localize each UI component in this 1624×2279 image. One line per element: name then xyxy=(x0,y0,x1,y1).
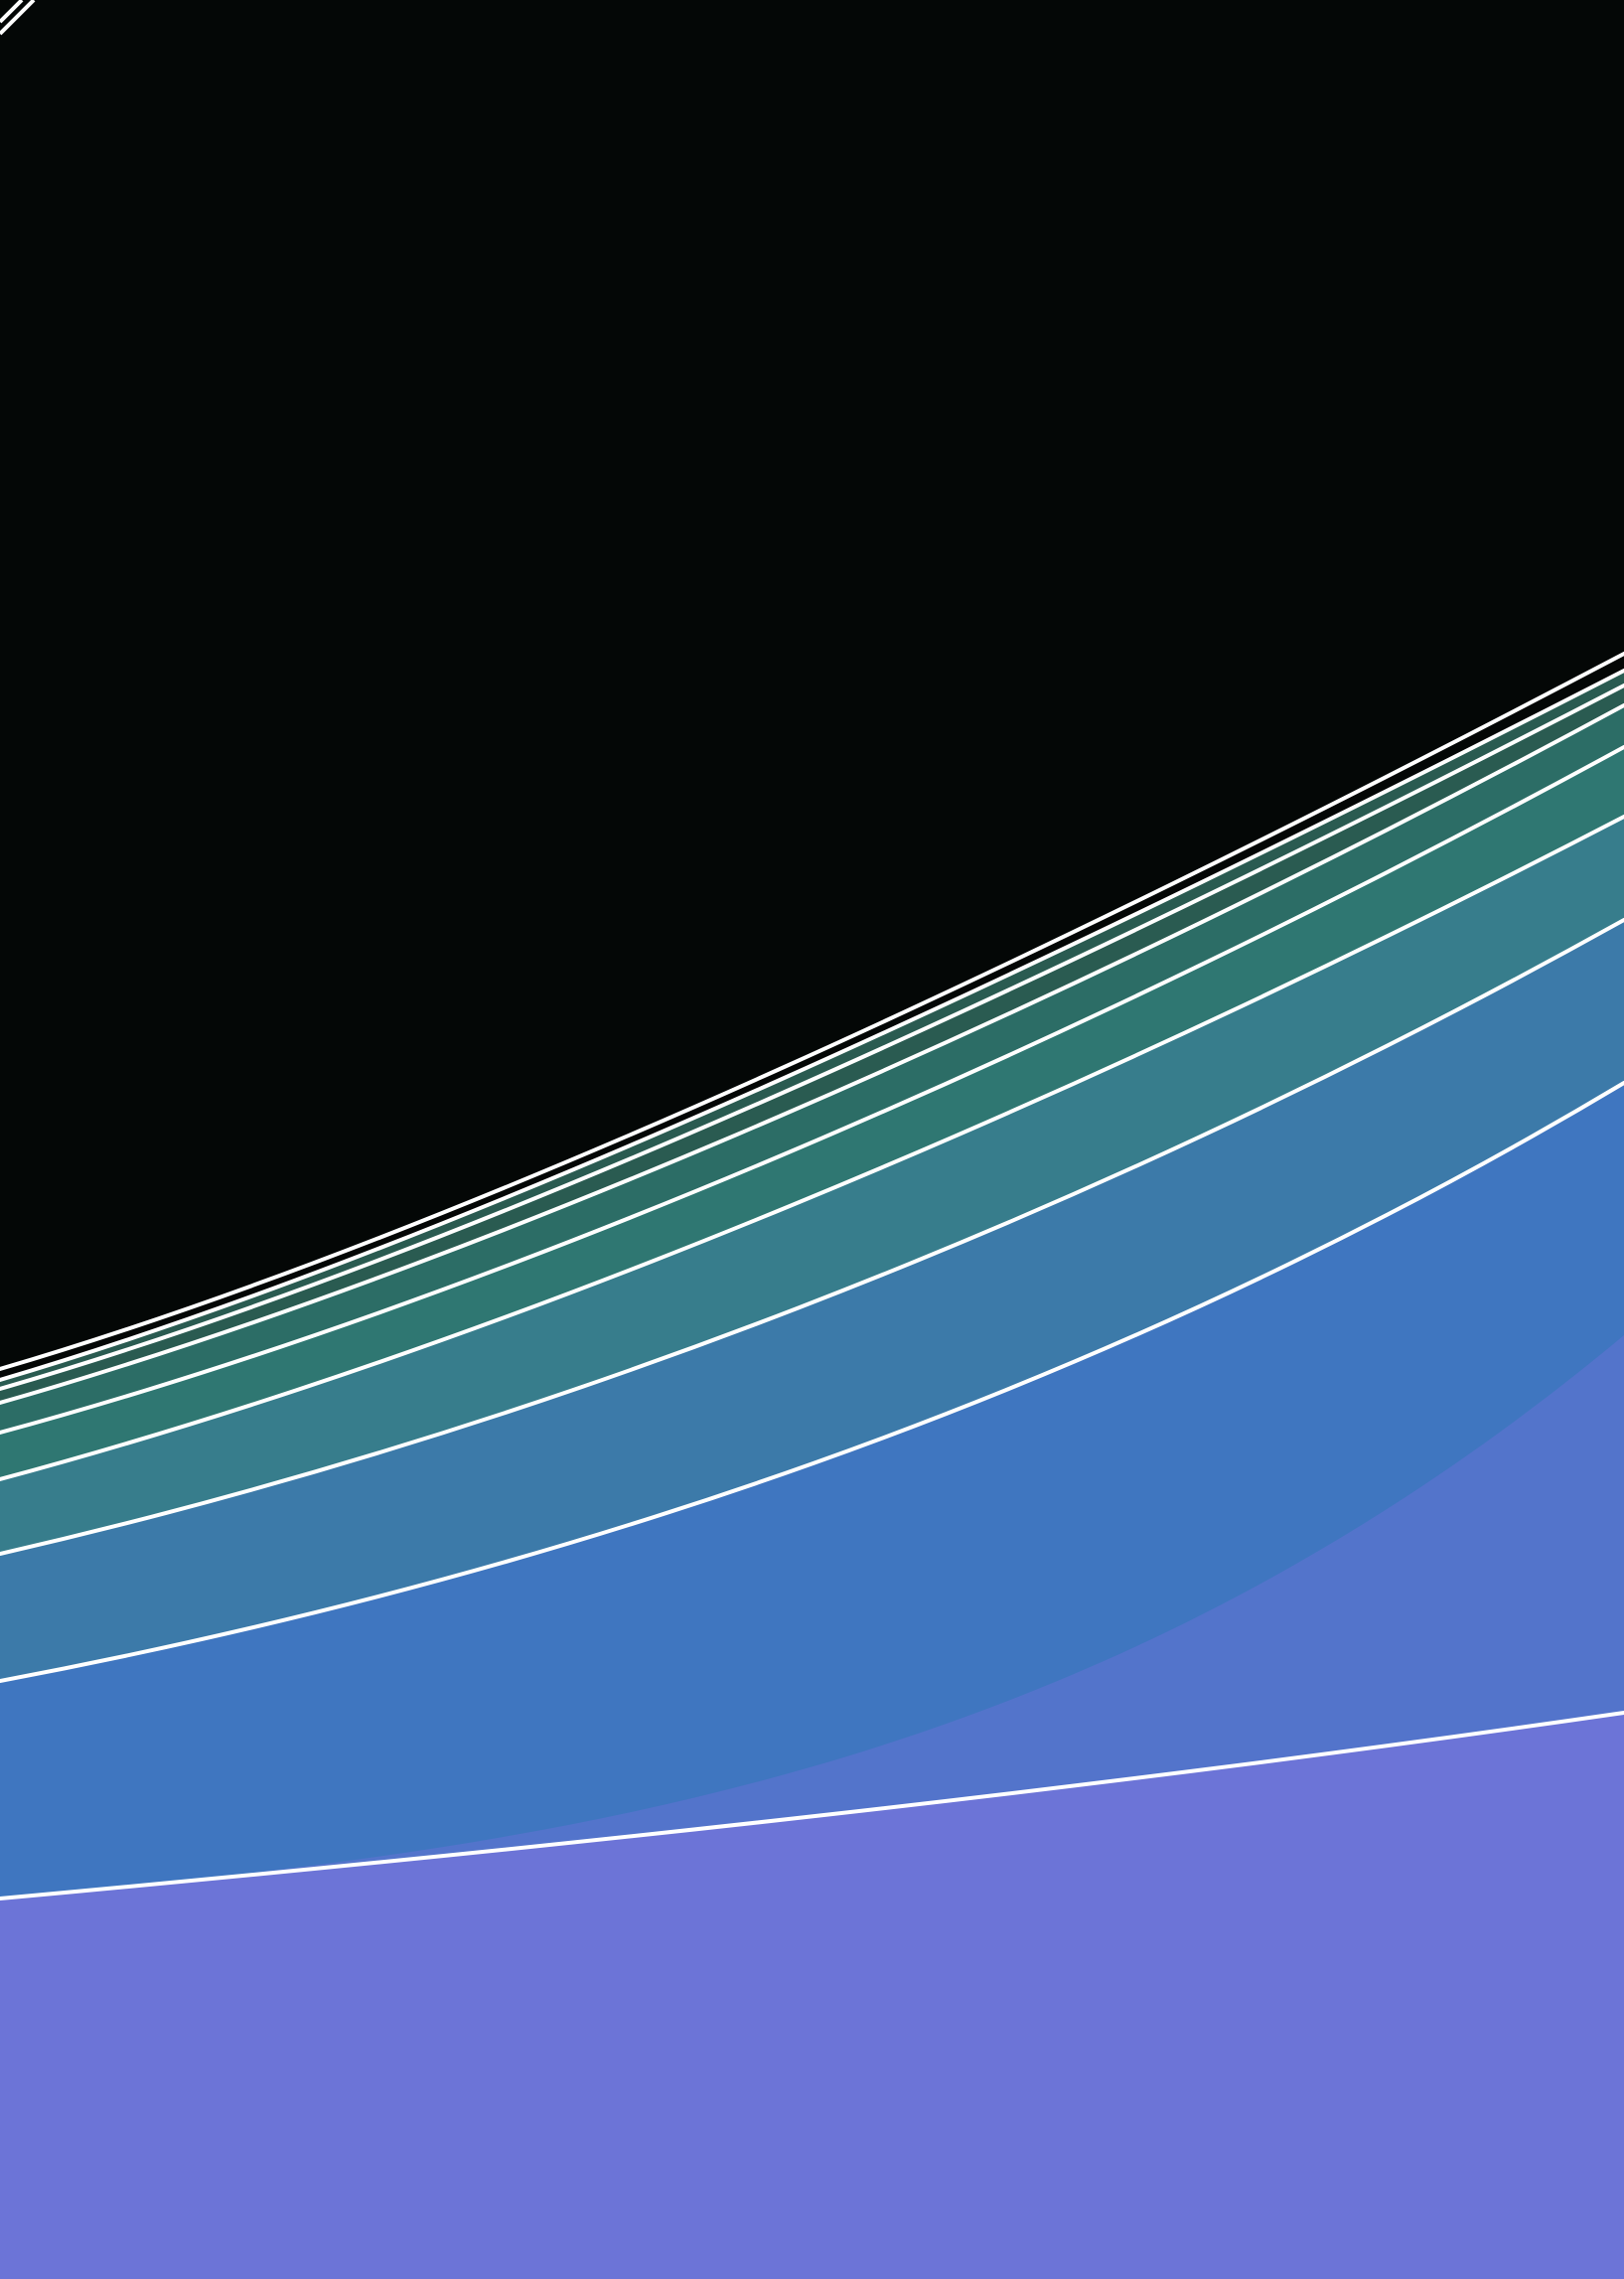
corner-accent-line-1 xyxy=(0,0,24,24)
contour-line-9 xyxy=(0,1711,1624,1900)
contour-line-2 xyxy=(0,669,1624,1382)
contour-line-7 xyxy=(0,918,1624,1556)
corner-accent-line-2 xyxy=(0,0,36,36)
contour-line-6 xyxy=(0,815,1624,1481)
contour-line-5 xyxy=(0,745,1624,1435)
contour-line-1 xyxy=(0,652,1624,1371)
contour-line-3 xyxy=(0,684,1624,1391)
contour-lines xyxy=(0,652,1624,1900)
contour-line-8 xyxy=(0,1081,1624,1683)
contour-line-4 xyxy=(0,703,1624,1405)
corner-accent xyxy=(0,0,36,36)
band-violet xyxy=(0,1713,1624,2279)
